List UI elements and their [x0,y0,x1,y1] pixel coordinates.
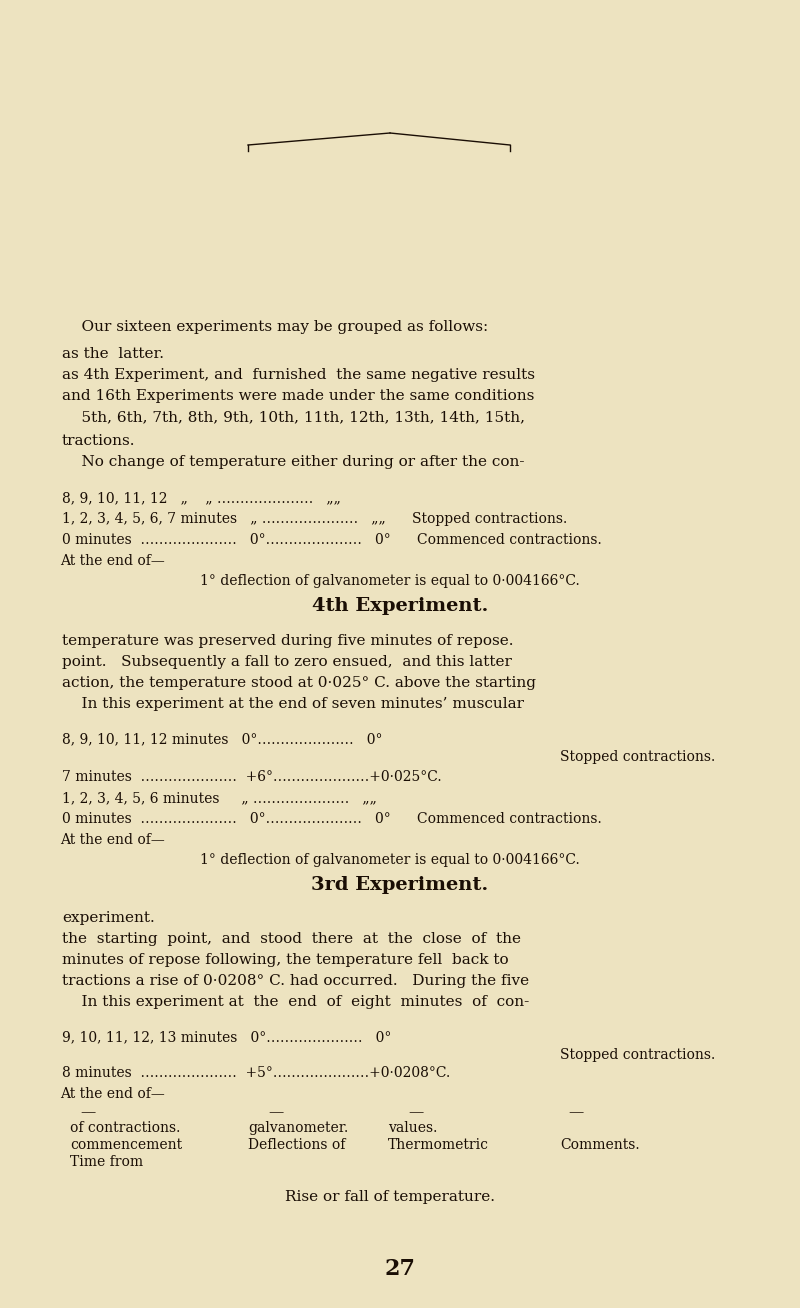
Text: 1° deflection of galvanometer is equal to 0·004166°C.: 1° deflection of galvanometer is equal t… [200,574,580,589]
Text: 7 minutes  …………………  +6°…………………+0·025°C.: 7 minutes ………………… +6°…………………+0·025°C. [62,770,442,783]
Text: 8 minutes  …………………  +5°…………………+0·0208°C.: 8 minutes ………………… +5°…………………+0·0208°C. [62,1066,450,1080]
Text: 1, 2, 3, 4, 5, 6, 7 minutes   „ …………………   „„      Stopped contractions.: 1, 2, 3, 4, 5, 6, 7 minutes „ ………………… „„… [62,511,567,526]
Text: 1, 2, 3, 4, 5, 6 minutes     „ …………………   „„: 1, 2, 3, 4, 5, 6 minutes „ ………………… „„ [62,791,377,804]
Text: At the end of—: At the end of— [60,555,165,568]
Text: the  starting  point,  and  stood  there  at  the  close  of  the: the starting point, and stood there at t… [62,933,521,946]
Text: Stopped contractions.: Stopped contractions. [560,1048,715,1062]
Text: Deflections of: Deflections of [248,1138,346,1152]
Text: In this experiment at  the  end  of  eight  minutes  of  con-: In this experiment at the end of eight m… [62,995,530,1008]
Text: 1° deflection of galvanometer is equal to 0·004166°C.: 1° deflection of galvanometer is equal t… [200,853,580,867]
Text: —: — [568,1105,583,1120]
Text: 4th Experiment.: 4th Experiment. [312,596,488,615]
Text: 8, 9, 10, 11, 12 minutes   0°…………………   0°: 8, 9, 10, 11, 12 minutes 0°………………… 0° [62,732,382,746]
Text: 0 minutes  …………………   0°…………………   0°      Commenced contractions.: 0 minutes ………………… 0°………………… 0° Commenced… [62,532,602,547]
Text: of contractions.: of contractions. [70,1121,180,1135]
Text: —: — [80,1105,95,1120]
Text: 0 minutes  …………………   0°…………………   0°      Commenced contractions.: 0 minutes ………………… 0°………………… 0° Commenced… [62,812,602,825]
Text: as the  latter.: as the latter. [62,347,164,361]
Text: —: — [268,1105,283,1120]
Text: 8, 9, 10, 11, 12   „    „ …………………   „„: 8, 9, 10, 11, 12 „ „ ………………… „„ [62,490,341,505]
Text: tractions.: tractions. [62,434,135,449]
Text: 27: 27 [385,1258,415,1281]
Text: No change of temperature either during or after the con-: No change of temperature either during o… [62,455,525,470]
Text: 5th, 6th, 7th, 8th, 9th, 10th, 11th, 12th, 13th, 14th, 15th,: 5th, 6th, 7th, 8th, 9th, 10th, 11th, 12t… [62,409,525,424]
Text: temperature was preserved during five minutes of repose.: temperature was preserved during five mi… [62,634,514,647]
Text: At the end of—: At the end of— [60,833,165,848]
Text: 9, 10, 11, 12, 13 minutes   0°…………………   0°: 9, 10, 11, 12, 13 minutes 0°………………… 0° [62,1029,391,1044]
Text: 3rd Experiment.: 3rd Experiment. [311,876,489,893]
Text: Thermometric: Thermometric [388,1138,489,1152]
Text: Our sixteen experiments may be grouped as follows:: Our sixteen experiments may be grouped a… [62,320,488,334]
Text: experiment.: experiment. [62,910,154,925]
Text: action, the temperature stood at 0·025° C. above the starting: action, the temperature stood at 0·025° … [62,676,536,691]
Text: minutes of repose following, the temperature fell  back to: minutes of repose following, the tempera… [62,954,509,967]
Text: Comments.: Comments. [560,1138,640,1152]
Text: point.   Subsequently a fall to zero ensued,  and this latter: point. Subsequently a fall to zero ensue… [62,655,512,668]
Text: Time from: Time from [70,1155,143,1169]
Text: Stopped contractions.: Stopped contractions. [560,749,715,764]
Text: In this experiment at the end of seven minutes’ muscular: In this experiment at the end of seven m… [62,697,524,712]
Text: Rise or fall of temperature.: Rise or fall of temperature. [285,1190,495,1203]
Text: tractions a rise of 0·0208° C. had occurred.   During the five: tractions a rise of 0·0208° C. had occur… [62,974,529,988]
Text: —: — [408,1105,423,1120]
Text: and 16th Experiments were made under the same conditions: and 16th Experiments were made under the… [62,388,534,403]
Text: galvanometer.: galvanometer. [248,1121,348,1135]
Text: At the end of—: At the end of— [60,1087,165,1101]
Text: as 4th Experiment, and  furnished  the same negative results: as 4th Experiment, and furnished the sam… [62,368,535,382]
Text: values.: values. [388,1121,438,1135]
Text: commencement: commencement [70,1138,182,1152]
